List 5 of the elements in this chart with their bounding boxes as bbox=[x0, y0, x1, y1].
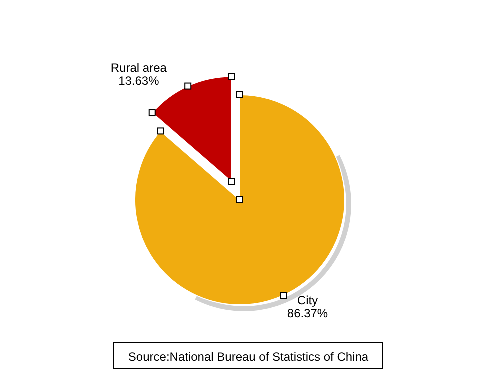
source-note: Source:National Bureau of Statistics of China bbox=[128, 350, 369, 364]
data-label: 13.63% bbox=[118, 74, 160, 88]
data-label: 86.37% bbox=[287, 306, 328, 321]
slice-label: Rural area bbox=[110, 61, 168, 76]
slice-label: City bbox=[297, 294, 318, 308]
